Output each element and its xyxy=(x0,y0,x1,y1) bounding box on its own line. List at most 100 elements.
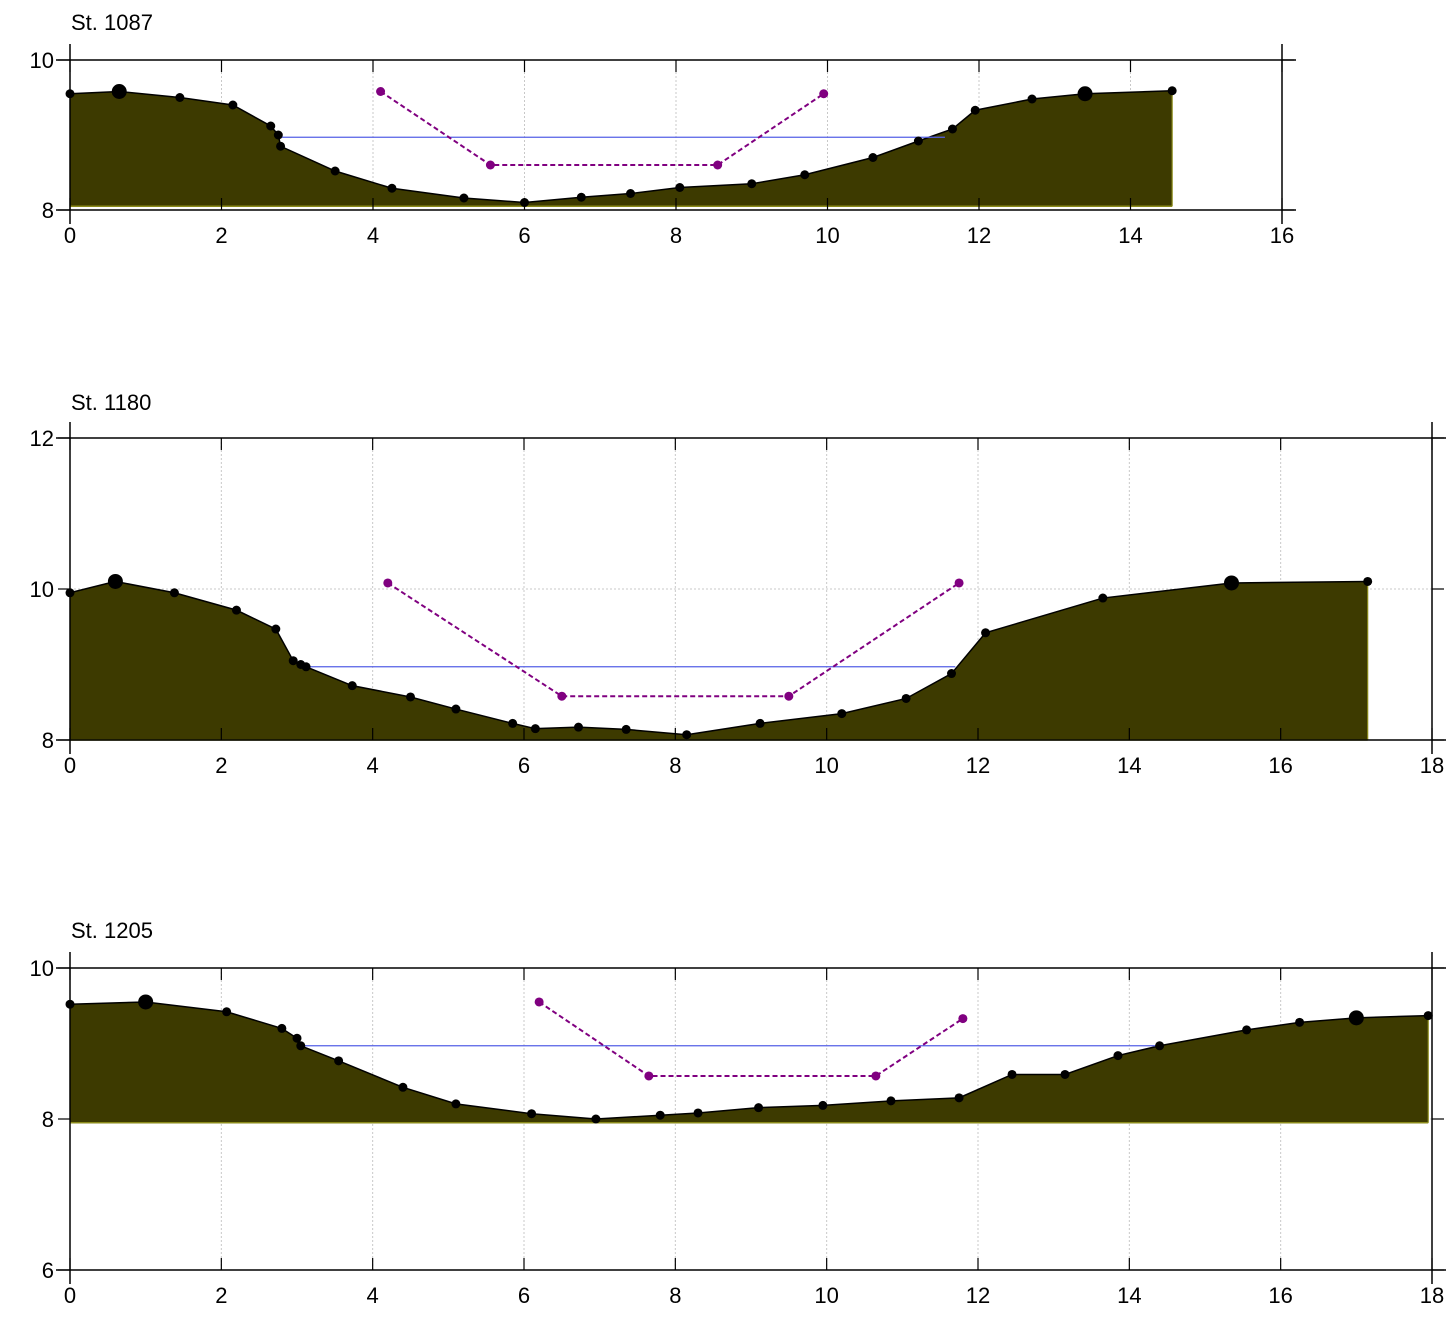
survey-point xyxy=(266,121,276,131)
ground-area xyxy=(70,90,1173,207)
survey-point xyxy=(451,1099,461,1109)
x-tick-label: 0 xyxy=(64,1283,76,1308)
survey-point xyxy=(591,1114,601,1124)
design-point xyxy=(485,160,495,170)
x-tick-label: 12 xyxy=(966,1283,990,1308)
x-tick-label: 18 xyxy=(1420,753,1444,778)
survey-point xyxy=(288,656,298,666)
x-tick-label: 4 xyxy=(367,1283,379,1308)
x-tick-label: 4 xyxy=(367,753,379,778)
y-tick-label: 10 xyxy=(30,48,54,73)
survey-point xyxy=(296,1041,306,1051)
x-tick-label: 16 xyxy=(1270,223,1294,248)
ground-profile-line xyxy=(69,580,1368,736)
x-tick-label: 14 xyxy=(1118,223,1142,248)
panel-st-1205: St. 1205 0 2 4 6 8 10 12 14 16 18 6 8 10 xyxy=(30,918,1446,1308)
x-tick-label: 10 xyxy=(814,1283,838,1308)
panel-title: St. 1087 xyxy=(71,10,153,35)
x-tick-label: 8 xyxy=(669,1283,681,1308)
design-point xyxy=(784,691,794,701)
survey-point xyxy=(1113,1051,1123,1061)
survey-point xyxy=(277,1023,287,1033)
design-point xyxy=(644,1071,654,1081)
bank-point xyxy=(111,84,127,99)
bank-point xyxy=(1223,575,1239,591)
design-point xyxy=(958,1014,968,1024)
survey-point xyxy=(947,124,957,134)
design-point xyxy=(871,1071,881,1081)
survey-point xyxy=(621,724,631,734)
survey-point xyxy=(273,130,283,140)
survey-point xyxy=(1363,576,1373,586)
panel-st-1087: St. 1087 0 2 4 6 8 10 12 14 16 8 10 xyxy=(30,10,1296,248)
x-tick-label: 0 xyxy=(64,753,76,778)
survey-point xyxy=(1098,593,1108,603)
design-point xyxy=(954,578,964,588)
survey-point xyxy=(747,179,757,189)
x-tick-label: 2 xyxy=(215,1283,227,1308)
survey-point xyxy=(347,681,357,691)
x-tick-label: 10 xyxy=(814,753,838,778)
survey-point xyxy=(276,141,286,151)
y-tick-label: 8 xyxy=(42,198,54,223)
survey-point xyxy=(228,100,238,110)
panel-title: St. 1205 xyxy=(71,918,153,943)
x-tick-label: 12 xyxy=(967,223,991,248)
design-point xyxy=(819,89,829,99)
survey-point xyxy=(1167,86,1177,96)
survey-point xyxy=(754,1103,764,1113)
x-tick-label: 16 xyxy=(1268,753,1292,778)
bank-point xyxy=(1077,86,1093,102)
y-tick-label: 10 xyxy=(30,577,54,602)
survey-point xyxy=(222,1007,232,1017)
survey-point xyxy=(675,183,685,192)
x-tick-label: 8 xyxy=(670,223,682,248)
survey-point xyxy=(981,628,991,638)
x-tick-label: 6 xyxy=(518,753,530,778)
survey-point xyxy=(886,1096,896,1106)
survey-point xyxy=(1027,94,1037,104)
design-section-line xyxy=(387,582,960,698)
bank-point xyxy=(1348,1010,1364,1026)
survey-point xyxy=(231,605,241,615)
panel-st-1180: St. 1180 0 2 4 6 8 10 12 14 16 18 8 10 12 xyxy=(30,390,1446,778)
bank-point xyxy=(107,573,123,589)
x-tick-label: 16 xyxy=(1268,1283,1292,1308)
x-tick-label: 0 xyxy=(64,223,76,248)
design-point xyxy=(557,691,567,701)
survey-point xyxy=(459,193,469,203)
survey-point xyxy=(1155,1041,1165,1051)
x-tick-label: 4 xyxy=(367,223,379,248)
survey-point xyxy=(330,166,340,176)
design-section-line xyxy=(538,1001,964,1077)
design-point xyxy=(534,997,544,1007)
survey-point xyxy=(334,1056,344,1066)
survey-point xyxy=(837,709,847,719)
x-tick-label: 8 xyxy=(669,753,681,778)
x-tick-label: 2 xyxy=(215,753,227,778)
y-tick-label: 12 xyxy=(30,426,54,451)
y-tick-label: 8 xyxy=(42,1107,54,1132)
survey-point xyxy=(175,93,185,102)
survey-point xyxy=(901,693,911,703)
survey-point xyxy=(576,192,586,202)
survey-point xyxy=(954,1093,964,1103)
survey-point xyxy=(387,183,397,193)
ground-area xyxy=(70,581,1368,740)
x-tick-label: 14 xyxy=(1117,1283,1141,1308)
survey-point xyxy=(1007,1069,1017,1079)
x-tick-label: 12 xyxy=(966,753,990,778)
x-tick-label: 18 xyxy=(1420,1283,1444,1308)
survey-point xyxy=(693,1108,703,1118)
survey-point xyxy=(868,153,878,162)
x-tick-label: 6 xyxy=(518,223,530,248)
survey-point xyxy=(169,588,179,598)
survey-point xyxy=(626,189,636,198)
survey-point xyxy=(573,722,583,732)
survey-point xyxy=(406,692,415,702)
x-tick-label: 2 xyxy=(215,223,227,248)
survey-point xyxy=(755,718,765,728)
survey-point xyxy=(301,662,311,672)
survey-point xyxy=(655,1110,665,1120)
survey-point xyxy=(1423,1011,1433,1021)
